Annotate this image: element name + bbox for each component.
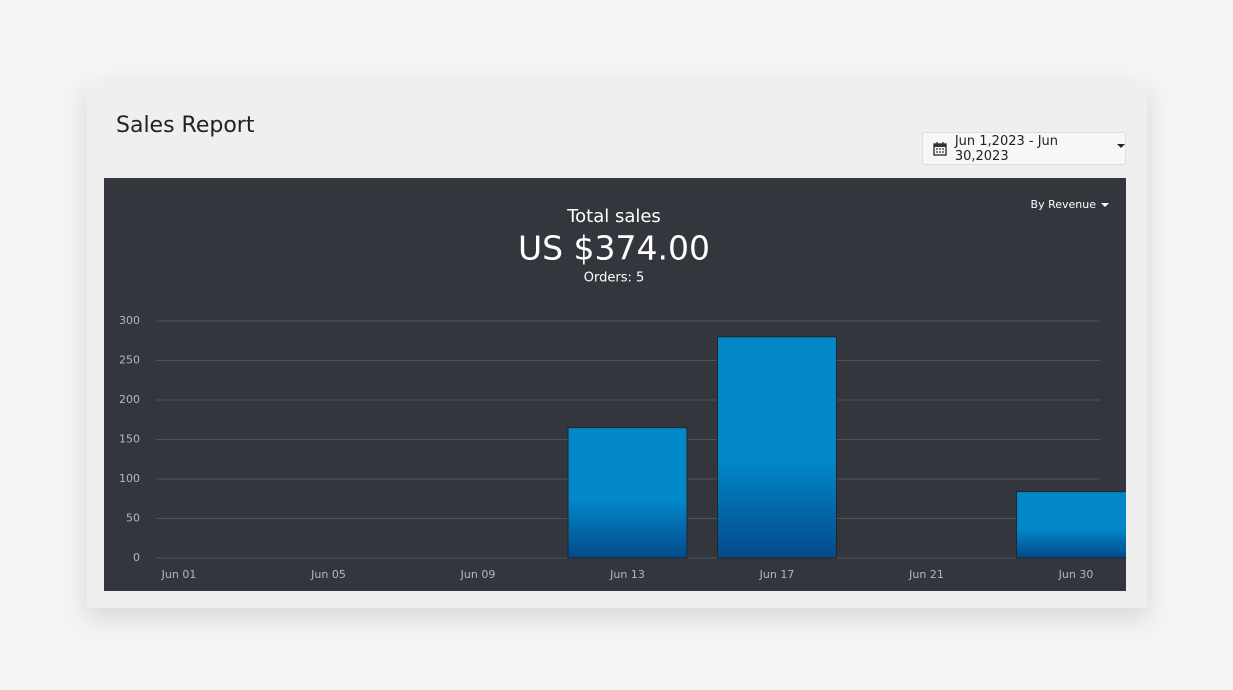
metric-selector[interactable]: By Revenue	[1031, 198, 1097, 211]
bar	[717, 336, 837, 559]
sales-report-card: Sales Report Jun 1,2023 - Jun 30,2023 To…	[87, 82, 1147, 608]
x-tick-label: Jun 21	[908, 568, 944, 581]
x-tick-label: Jun 05	[310, 568, 346, 581]
date-range-label: Jun 1,2023 - Jun 30,2023	[954, 133, 1059, 164]
dropdown-caret	[1117, 143, 1125, 148]
x-tick-label: Jun 30	[1058, 568, 1094, 581]
y-tick-label: 0	[133, 551, 140, 564]
x-tick-label: Jun 13	[609, 568, 645, 581]
y-tick-label: 100	[119, 472, 140, 485]
bar	[1016, 491, 1126, 559]
x-tick-label: Jun 17	[759, 568, 795, 581]
card-title: Sales Report	[116, 113, 255, 138]
x-tick-label: Jun 09	[460, 568, 496, 581]
metric-caret	[1101, 203, 1109, 207]
chart-title: Total sales	[566, 206, 661, 227]
y-tick-label: 250	[119, 354, 140, 367]
calendar-icon	[933, 141, 947, 156]
y-tick-label: 150	[119, 433, 140, 446]
orders-count: Orders: 5	[584, 271, 645, 286]
y-tick-label: 300	[119, 314, 140, 327]
chart: Total sales US $374.00 Orders: 5 By Reve…	[104, 178, 1126, 591]
y-tick-label: 50	[126, 512, 140, 525]
total-sales: US $374.00	[518, 229, 710, 268]
date-range-picker[interactable]: Jun 1,2023 - Jun 30,2023	[922, 132, 1126, 165]
y-tick-label: 200	[119, 393, 140, 406]
bar	[567, 427, 688, 559]
x-tick-label: Jun 01	[161, 568, 197, 581]
